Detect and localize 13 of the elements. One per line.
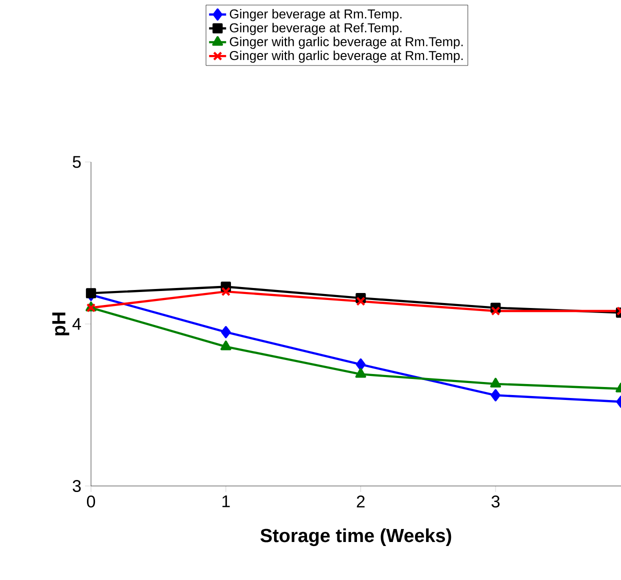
y-tick-label: 5 [72, 156, 81, 168]
legend-label: Ginger beverage at Rm.Temp. [230, 9, 402, 22]
x-tick-label: 2 [356, 496, 365, 508]
legend-label: Ginger with garlic beverage at Rm.Temp. [230, 50, 463, 63]
x-axis-title: Storage time (Weeks) [260, 528, 452, 546]
y-tick-label: 3 [72, 480, 81, 492]
x-tick-label: 3 [492, 496, 500, 508]
x-tick-label: 1 [222, 496, 230, 508]
legend-label: Ginger beverage at Ref.Temp. [230, 22, 402, 35]
x-tick-label: 0 [86, 496, 96, 508]
y-axis-title: pH [52, 312, 70, 336]
legend-label: Ginger with garlic beverage at Rm.Temp. [230, 36, 463, 49]
y-tick-label: 4 [72, 318, 81, 330]
